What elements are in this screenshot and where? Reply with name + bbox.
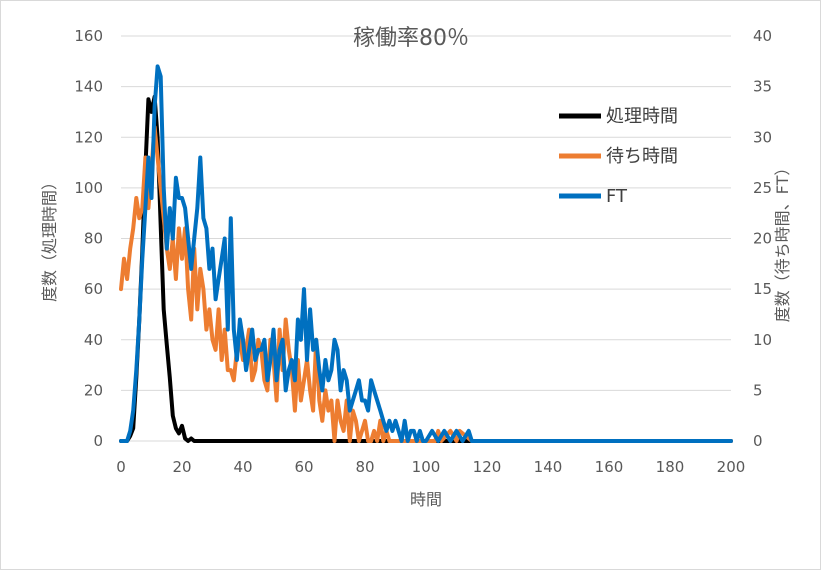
y-left-tick-label: 140 [74, 78, 103, 96]
legend-item-ft: FT [559, 186, 628, 207]
chart-title: 稼働率80％ [353, 26, 469, 51]
y-right-tick-label: 30 [753, 128, 772, 146]
y-right-tick-label: 25 [753, 179, 772, 197]
y-left-tick-label: 100 [74, 179, 103, 197]
y-left-tick-label: 60 [84, 280, 103, 298]
x-tick-label: 20 [172, 458, 191, 476]
y-right-tick-label: 40 [753, 27, 772, 45]
y-left-tick-label: 0 [93, 432, 103, 450]
legend: 処理時間 待ち時間 FT [559, 106, 678, 207]
series-waiting-time [119, 125, 733, 443]
gridlines [121, 35, 731, 442]
y-right-tick-label: 10 [753, 331, 772, 349]
y-axis-right-title: 度数（待ち時間、FT） [773, 160, 792, 323]
y-left-tick-label: 20 [84, 381, 103, 399]
x-tick-label: 60 [294, 458, 313, 476]
y-right-tick-label: 0 [753, 432, 763, 450]
legend-label-waiting: 待ち時間 [606, 146, 678, 167]
x-tick-label: 40 [233, 458, 252, 476]
legend-item-processing: 処理時間 [559, 106, 678, 127]
y-right-tick-label: 5 [753, 381, 763, 399]
y-right-tick-label: 15 [753, 280, 772, 298]
y-axis-left-title: 度数（処理時間） [40, 174, 59, 302]
y-left-tick-label: 160 [74, 27, 103, 45]
tick-labels: 0 20 40 60 80 100 120 140 160 0 5 10 15 20 25 30 35 40 0 20… [74, 27, 772, 476]
legend-label-ft: FT [606, 186, 628, 207]
x-tick-label: 200 [717, 458, 746, 476]
y-left-tick-label: 80 [84, 230, 103, 248]
x-tick-label: 100 [412, 458, 441, 476]
x-axis-title: 時間 [410, 490, 442, 509]
y-left-tick-label: 40 [84, 331, 103, 349]
series-ft [119, 64, 733, 443]
legend-label-processing: 処理時間 [606, 106, 678, 127]
y-right-tick-label: 20 [753, 230, 772, 248]
y-right-tick-label: 35 [753, 78, 772, 96]
x-tick-label: 160 [595, 458, 624, 476]
x-tick-label: 180 [656, 458, 685, 476]
legend-item-waiting: 待ち時間 [559, 146, 678, 167]
x-tick-label: 140 [534, 458, 563, 476]
x-tick-label: 80 [355, 458, 374, 476]
x-tick-label: 120 [473, 458, 502, 476]
y-left-tick-label: 120 [74, 128, 103, 146]
series-lines [119, 64, 733, 443]
x-tick-label: 0 [116, 458, 126, 476]
